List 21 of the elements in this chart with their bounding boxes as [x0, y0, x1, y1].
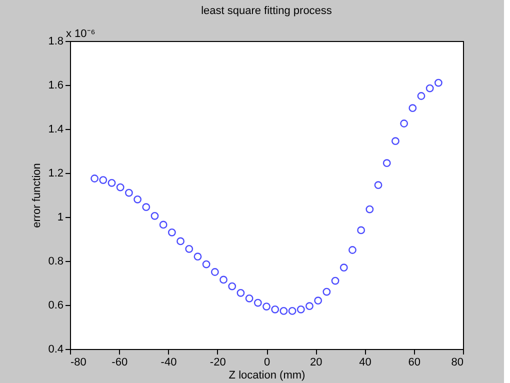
text: x 10⁻⁶ [66, 28, 96, 40]
x-tick-label: 40 [359, 356, 372, 368]
chart-title: least square fitting process [201, 5, 332, 17]
x-tick-label: -20 [210, 356, 226, 368]
y-tick-label: 0.4 [48, 344, 64, 356]
y-tick-label: 0.8 [48, 256, 64, 268]
y-tick-label: 1.2 [48, 168, 64, 180]
y-tick-label: 1.8 [48, 36, 64, 48]
y-axis-title: error function [31, 163, 44, 228]
x-axis-title: Z location (mm) [228, 370, 306, 382]
x-tick-label: 0 [264, 356, 270, 368]
x-tick-label: 80 [451, 356, 464, 368]
y-tick-label: 1.6 [48, 80, 64, 92]
y-tick-label: 1.4 [48, 124, 64, 136]
x-tick-label: 60 [408, 356, 420, 368]
x-tick-label: 20 [310, 356, 322, 368]
x-tick-label: -80 [70, 356, 86, 368]
x-tick-label: -40 [160, 356, 177, 368]
y-tick-label: 1 [57, 212, 64, 224]
y-tick-label: 0.6 [48, 300, 64, 312]
x-tick-label: -60 [112, 356, 128, 368]
